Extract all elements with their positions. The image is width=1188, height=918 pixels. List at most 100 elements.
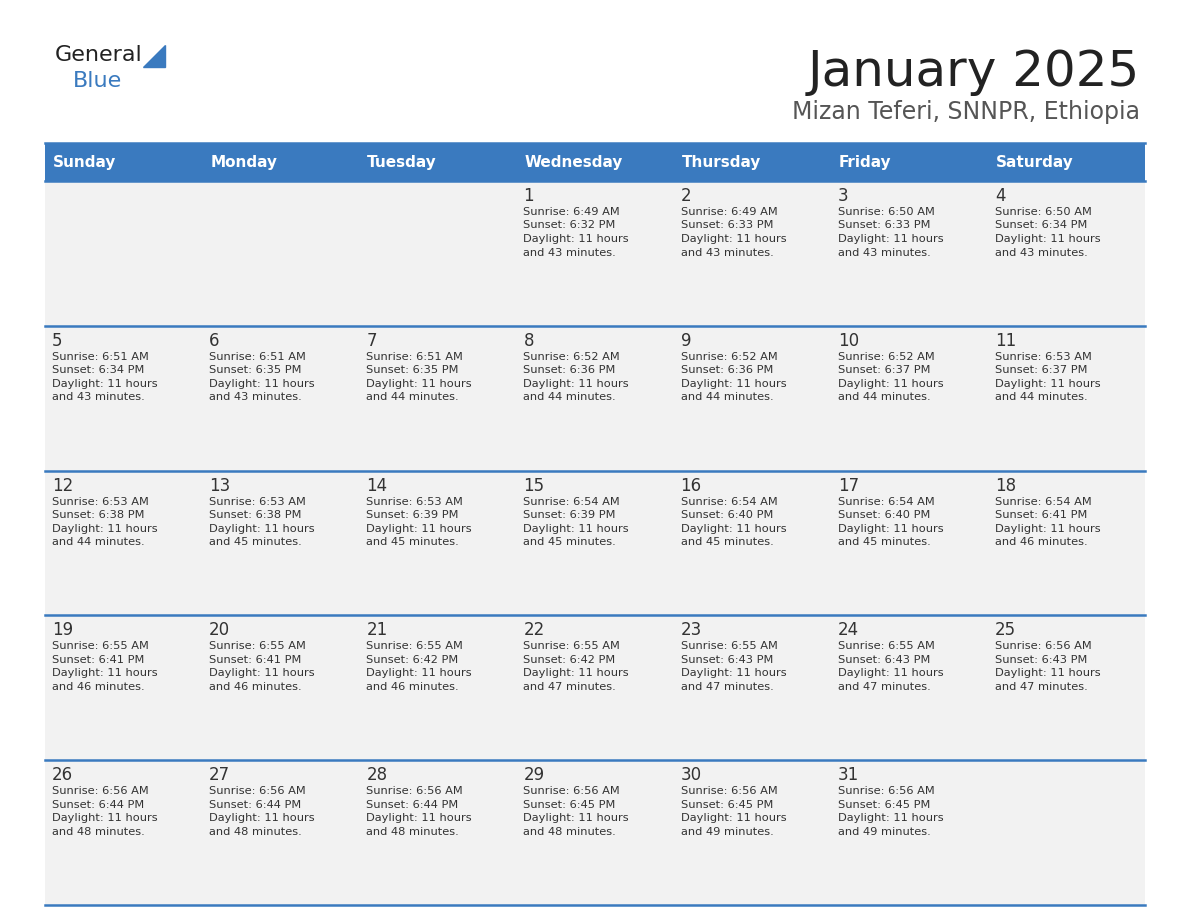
Bar — [674, 760, 830, 905]
Bar — [202, 471, 359, 615]
Text: Sunrise: 6:50 AM: Sunrise: 6:50 AM — [838, 207, 935, 217]
Text: Daylight: 11 hours: Daylight: 11 hours — [209, 379, 315, 389]
Bar — [517, 471, 674, 615]
Bar — [517, 143, 674, 181]
Text: Daylight: 11 hours: Daylight: 11 hours — [52, 668, 158, 678]
Text: Daylight: 11 hours: Daylight: 11 hours — [524, 234, 630, 244]
Text: Sunrise: 6:53 AM: Sunrise: 6:53 AM — [994, 352, 1092, 362]
Text: Sunrise: 6:56 AM: Sunrise: 6:56 AM — [52, 786, 148, 796]
Text: 2: 2 — [681, 187, 691, 205]
Text: Sunrise: 6:52 AM: Sunrise: 6:52 AM — [838, 352, 935, 362]
Text: Sunrise: 6:54 AM: Sunrise: 6:54 AM — [838, 497, 935, 507]
Text: Blue: Blue — [72, 71, 122, 91]
Text: 17: 17 — [838, 476, 859, 495]
Bar — [202, 326, 359, 471]
Text: Sunset: 6:37 PM: Sunset: 6:37 PM — [994, 365, 1087, 375]
Text: Sunset: 6:41 PM: Sunset: 6:41 PM — [52, 655, 145, 665]
Text: and 43 minutes.: and 43 minutes. — [52, 392, 145, 402]
Text: and 44 minutes.: and 44 minutes. — [994, 392, 1087, 402]
Text: Sunrise: 6:56 AM: Sunrise: 6:56 AM — [994, 642, 1092, 652]
Text: Sunset: 6:39 PM: Sunset: 6:39 PM — [524, 510, 615, 521]
Text: 6: 6 — [209, 331, 220, 350]
Text: Sunset: 6:34 PM: Sunset: 6:34 PM — [52, 365, 145, 375]
Text: Sunrise: 6:55 AM: Sunrise: 6:55 AM — [524, 642, 620, 652]
Text: Sunset: 6:37 PM: Sunset: 6:37 PM — [838, 365, 930, 375]
Text: Sunset: 6:33 PM: Sunset: 6:33 PM — [681, 220, 773, 230]
Text: Daylight: 11 hours: Daylight: 11 hours — [209, 523, 315, 533]
Text: Daylight: 11 hours: Daylight: 11 hours — [681, 813, 786, 823]
Text: and 48 minutes.: and 48 minutes. — [524, 827, 617, 836]
Text: 13: 13 — [209, 476, 230, 495]
Text: and 45 minutes.: and 45 minutes. — [366, 537, 459, 547]
Text: and 43 minutes.: and 43 minutes. — [994, 248, 1087, 258]
Bar — [45, 181, 202, 326]
Text: and 45 minutes.: and 45 minutes. — [209, 537, 302, 547]
Text: Sunday: Sunday — [53, 154, 116, 170]
Text: Sunset: 6:35 PM: Sunset: 6:35 PM — [366, 365, 459, 375]
Text: Sunset: 6:42 PM: Sunset: 6:42 PM — [366, 655, 459, 665]
Text: 5: 5 — [52, 331, 63, 350]
Text: Sunset: 6:44 PM: Sunset: 6:44 PM — [366, 800, 459, 810]
Text: and 45 minutes.: and 45 minutes. — [524, 537, 617, 547]
Text: and 48 minutes.: and 48 minutes. — [52, 827, 145, 836]
Text: 8: 8 — [524, 331, 533, 350]
Text: Tuesday: Tuesday — [367, 154, 437, 170]
Bar — [359, 181, 517, 326]
Text: and 49 minutes.: and 49 minutes. — [838, 827, 930, 836]
Text: Sunrise: 6:49 AM: Sunrise: 6:49 AM — [681, 207, 777, 217]
Text: Sunset: 6:40 PM: Sunset: 6:40 PM — [838, 510, 930, 521]
Text: and 46 minutes.: and 46 minutes. — [52, 682, 145, 692]
Text: 15: 15 — [524, 476, 544, 495]
Text: Sunset: 6:35 PM: Sunset: 6:35 PM — [209, 365, 302, 375]
Bar — [202, 181, 359, 326]
Text: 11: 11 — [994, 331, 1016, 350]
Text: Sunset: 6:36 PM: Sunset: 6:36 PM — [681, 365, 773, 375]
Text: Daylight: 11 hours: Daylight: 11 hours — [524, 813, 630, 823]
Text: Sunset: 6:43 PM: Sunset: 6:43 PM — [994, 655, 1087, 665]
Text: 7: 7 — [366, 331, 377, 350]
Bar — [830, 181, 988, 326]
Text: Sunrise: 6:54 AM: Sunrise: 6:54 AM — [524, 497, 620, 507]
Text: 31: 31 — [838, 767, 859, 784]
Bar — [45, 326, 202, 471]
Text: 21: 21 — [366, 621, 387, 640]
Text: Sunrise: 6:53 AM: Sunrise: 6:53 AM — [366, 497, 463, 507]
Text: Daylight: 11 hours: Daylight: 11 hours — [524, 668, 630, 678]
Text: Daylight: 11 hours: Daylight: 11 hours — [366, 813, 472, 823]
Bar — [988, 760, 1145, 905]
Bar — [674, 615, 830, 760]
Text: 14: 14 — [366, 476, 387, 495]
Bar — [517, 760, 674, 905]
Text: Sunset: 6:38 PM: Sunset: 6:38 PM — [209, 510, 302, 521]
Text: Daylight: 11 hours: Daylight: 11 hours — [209, 668, 315, 678]
Text: and 47 minutes.: and 47 minutes. — [524, 682, 617, 692]
Text: Sunset: 6:41 PM: Sunset: 6:41 PM — [994, 510, 1087, 521]
Text: and 49 minutes.: and 49 minutes. — [681, 827, 773, 836]
Text: and 45 minutes.: and 45 minutes. — [681, 537, 773, 547]
Bar — [517, 326, 674, 471]
Text: Daylight: 11 hours: Daylight: 11 hours — [838, 379, 943, 389]
Text: Sunrise: 6:55 AM: Sunrise: 6:55 AM — [209, 642, 307, 652]
Text: Daylight: 11 hours: Daylight: 11 hours — [524, 523, 630, 533]
Text: and 44 minutes.: and 44 minutes. — [681, 392, 773, 402]
Text: Daylight: 11 hours: Daylight: 11 hours — [52, 813, 158, 823]
Text: Daylight: 11 hours: Daylight: 11 hours — [681, 234, 786, 244]
Text: 30: 30 — [681, 767, 702, 784]
Text: and 47 minutes.: and 47 minutes. — [681, 682, 773, 692]
Text: Daylight: 11 hours: Daylight: 11 hours — [681, 379, 786, 389]
Text: Daylight: 11 hours: Daylight: 11 hours — [366, 379, 472, 389]
Bar — [988, 326, 1145, 471]
Text: Sunrise: 6:49 AM: Sunrise: 6:49 AM — [524, 207, 620, 217]
Text: Sunrise: 6:51 AM: Sunrise: 6:51 AM — [366, 352, 463, 362]
Text: Sunset: 6:45 PM: Sunset: 6:45 PM — [524, 800, 615, 810]
Text: January 2025: January 2025 — [808, 48, 1140, 96]
Text: and 48 minutes.: and 48 minutes. — [366, 827, 459, 836]
Text: Sunrise: 6:56 AM: Sunrise: 6:56 AM — [681, 786, 777, 796]
Text: Sunset: 6:36 PM: Sunset: 6:36 PM — [524, 365, 615, 375]
Text: Saturday: Saturday — [996, 154, 1074, 170]
Text: Sunset: 6:33 PM: Sunset: 6:33 PM — [838, 220, 930, 230]
Text: 28: 28 — [366, 767, 387, 784]
Text: Sunrise: 6:52 AM: Sunrise: 6:52 AM — [681, 352, 777, 362]
Bar — [202, 615, 359, 760]
Bar — [988, 471, 1145, 615]
